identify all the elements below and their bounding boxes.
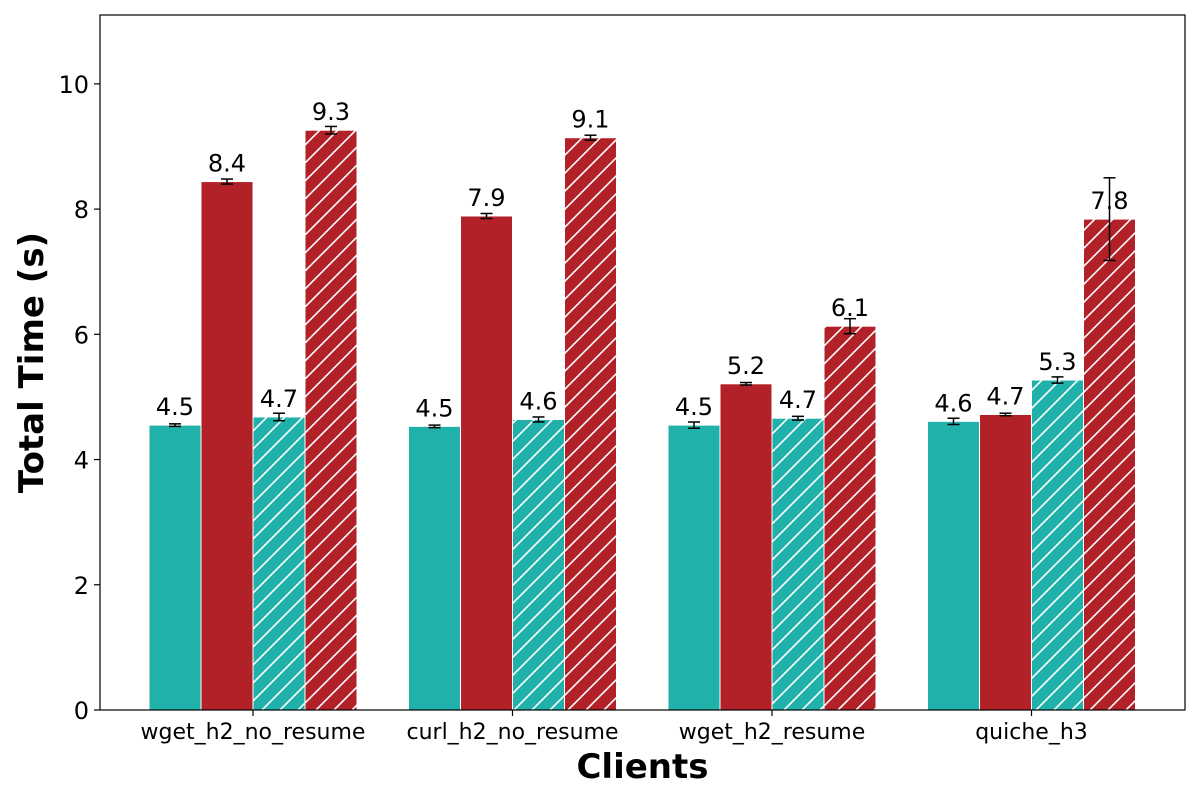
bar-curl_h2_no_resume-s0 xyxy=(408,425,461,711)
data-label: 4.5 xyxy=(156,393,194,421)
error-bar xyxy=(325,125,337,135)
error-bar xyxy=(999,412,1012,417)
data-label: 8.4 xyxy=(208,150,246,178)
data-label: 4.7 xyxy=(986,382,1024,410)
data-label: 4.6 xyxy=(519,387,557,415)
bar-wget_h2_no_resume-s2 xyxy=(252,416,306,711)
bars-layer xyxy=(148,129,1136,711)
data-label: 4.5 xyxy=(415,394,453,422)
data-label: 9.3 xyxy=(312,98,350,126)
error-bar xyxy=(169,423,181,428)
bar-wget_h2_no_resume-s1 xyxy=(200,181,254,711)
x-axis-title: Clients xyxy=(576,747,708,787)
x-tick-label: curl_h2_no_resume xyxy=(406,720,618,745)
data-labels-layer: 4.5 4.5 4.5 4.6 8.4 7.9 5.2 4.7 4.7 4.6 4.7 5.3 9.3 9… xyxy=(156,98,1129,422)
error-bar xyxy=(947,417,960,426)
bar-quiche_h3-s0 xyxy=(927,420,980,711)
error-bar xyxy=(1051,376,1064,384)
error-bar xyxy=(532,416,545,423)
bar-wget_h2_resume-s1 xyxy=(719,383,773,711)
bar-quiche_h3-s2 xyxy=(1031,379,1084,711)
x-tick-label: wget_h2_resume xyxy=(679,720,866,745)
bar-wget_h2_resume-s2 xyxy=(771,417,825,711)
data-label: 4.7 xyxy=(779,386,817,414)
y-axis-ticks: 0 2 4 6 8 10 xyxy=(58,71,100,725)
bar-wget_h2_no_resume-s3 xyxy=(304,129,358,711)
data-label: 7.9 xyxy=(467,184,505,212)
data-label: 7.8 xyxy=(1090,187,1128,215)
bar-quiche_h3-s3 xyxy=(1083,218,1136,711)
error-bar xyxy=(688,421,700,429)
data-label: 5.3 xyxy=(1038,348,1076,376)
bar-curl_h2_no_resume-s1 xyxy=(460,215,513,711)
error-bar xyxy=(584,134,597,141)
y-tick-label: 6 xyxy=(74,321,89,349)
error-bar xyxy=(740,381,752,386)
data-label: 6.1 xyxy=(831,294,869,322)
error-bar xyxy=(792,415,804,421)
y-tick-label: 0 xyxy=(74,697,89,725)
bar-wget_h2_no_resume-s0 xyxy=(148,424,202,711)
error-bar xyxy=(1103,177,1116,262)
data-label: 4.6 xyxy=(934,389,972,417)
bar-quiche_h3-s1 xyxy=(979,413,1032,711)
error-bar xyxy=(844,317,856,335)
plot-frame xyxy=(99,14,1186,711)
y-tick-label: 4 xyxy=(74,447,89,475)
y-tick-label: 10 xyxy=(58,71,89,99)
bar-wget_h2_resume-s0 xyxy=(667,424,721,711)
error-bars-layer xyxy=(169,125,1116,429)
error-bar xyxy=(221,178,233,185)
x-axis-ticks: wget_h2_no_resume curl_h2_no_resume wget_h… xyxy=(141,710,1088,745)
bar-wget_h2_resume-s3 xyxy=(823,325,877,711)
data-label: 5.2 xyxy=(727,352,765,380)
bar-curl_h2_no_resume-s2 xyxy=(512,418,565,711)
data-label: 4.7 xyxy=(260,385,298,413)
y-tick-label: 8 xyxy=(74,196,89,224)
data-label: 9.1 xyxy=(571,106,609,134)
error-bar xyxy=(480,212,493,220)
x-tick-label: wget_h2_no_resume xyxy=(141,720,366,745)
y-tick-label: 2 xyxy=(74,572,89,600)
error-bar xyxy=(428,424,441,429)
y-axis-title: Total Time (s) xyxy=(12,232,52,493)
data-label: 4.5 xyxy=(675,393,713,421)
x-tick-label: quiche_h3 xyxy=(975,720,1088,745)
bar-curl_h2_no_resume-s3 xyxy=(564,137,617,711)
error-bar xyxy=(273,412,285,422)
